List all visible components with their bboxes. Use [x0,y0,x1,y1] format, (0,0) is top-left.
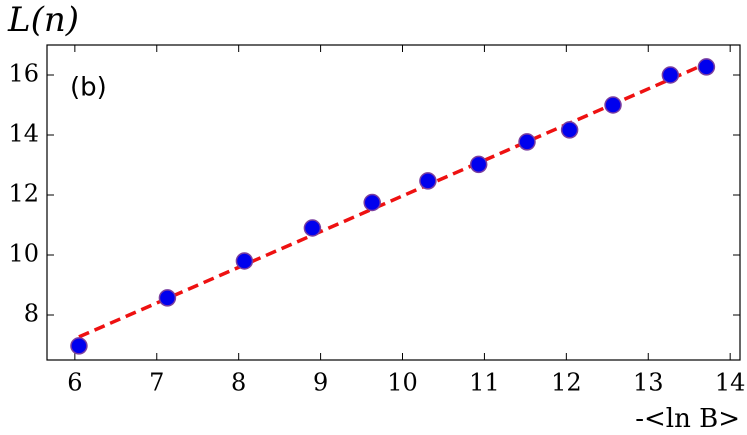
data-point [235,252,254,270]
x-tick-label: 11 [469,369,500,397]
data-point [419,172,437,190]
y-tick-label: 8 [24,300,39,328]
y-tick-label: 12 [8,180,39,208]
data-point [697,58,716,76]
x-tick-label: 8 [231,369,246,397]
panel-label: (b) [70,73,107,103]
plot-frame [46,44,741,361]
y-tick-label: 10 [8,240,39,268]
x-tick-label: 12 [551,369,582,397]
data-point [518,133,536,151]
x-tick-label: 9 [313,369,328,397]
x-tick-label: 10 [387,369,418,397]
y-axis-label: L(n) [7,0,79,40]
data-point [70,337,88,355]
data-point [303,219,322,237]
x-tick-label: 13 [633,369,664,397]
data-point [158,289,177,307]
x-axis-label: -<ln B> [635,404,740,434]
data-point [661,66,680,84]
data-point [560,121,579,139]
x-tick-label: 7 [149,369,164,397]
y-tick-label: 14 [8,120,39,148]
data-point [469,155,488,174]
data-point [363,193,381,212]
x-tick-label: 6 [67,369,82,397]
y-tick-label: 16 [8,60,39,88]
fit-line [78,60,711,339]
x-tick-label: 14 [715,369,746,397]
data-point [604,96,622,114]
